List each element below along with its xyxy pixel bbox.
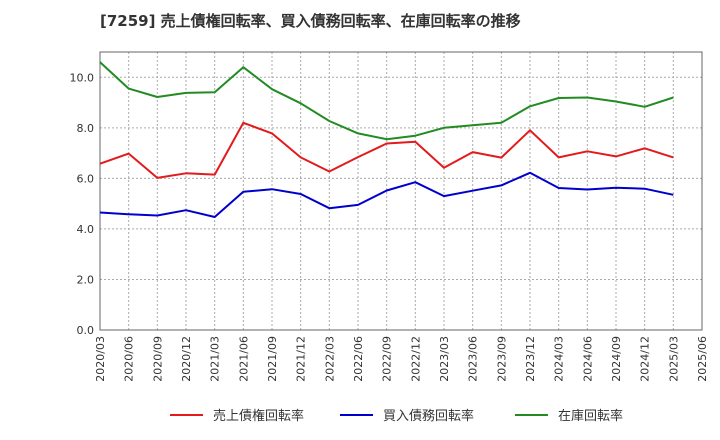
x-tick-label: 2024/12 xyxy=(639,336,652,382)
x-tick-label: 2023/12 xyxy=(524,336,537,382)
x-tick-label: 2023/06 xyxy=(467,336,480,382)
x-tick-label: 2024/09 xyxy=(610,336,623,382)
y-tick-label: 2.0 xyxy=(77,273,95,286)
y-tick-label: 4.0 xyxy=(77,223,95,236)
x-tick-label: 2025/06 xyxy=(696,336,709,382)
y-tick-label: 8.0 xyxy=(77,122,95,135)
x-tick-label: 2021/06 xyxy=(237,336,250,382)
series-line-買入債務回転率 xyxy=(99,171,674,218)
x-tick-label: 2022/03 xyxy=(323,336,336,382)
legend-label: 買入債務回転率 xyxy=(383,408,474,424)
series-line-在庫回転率 xyxy=(99,61,674,141)
y-tick-label: 6.0 xyxy=(77,172,95,185)
x-tick-label: 2023/03 xyxy=(438,336,451,382)
x-tick-label: 2020/06 xyxy=(123,336,136,382)
x-tick-label: 2022/12 xyxy=(409,336,422,382)
chart-title: [7259] 売上債権回転率、買入債務回転率、在庫回転率の推移 xyxy=(100,12,521,30)
x-tick-label: 2024/06 xyxy=(581,336,594,382)
x-tick-label: 2024/03 xyxy=(553,336,566,382)
x-tick-label: 2020/03 xyxy=(94,336,107,382)
x-tick-label: 2021/03 xyxy=(209,336,222,382)
x-tick-label: 2022/09 xyxy=(381,336,394,382)
x-tick-label: 2022/06 xyxy=(352,336,365,382)
x-tick-label: 2021/12 xyxy=(295,336,308,382)
y-tick-label: 0.0 xyxy=(77,324,95,337)
x-tick-label: 2023/09 xyxy=(495,336,508,382)
legend-label: 売上債権回転率 xyxy=(213,408,304,424)
legend-label: 在庫回転率 xyxy=(558,408,623,424)
x-tick-label: 2020/12 xyxy=(180,336,193,382)
series-line-売上債権回転率 xyxy=(99,121,674,179)
x-tick-label: 2020/09 xyxy=(151,336,164,382)
x-tick-label: 2021/09 xyxy=(266,336,279,382)
y-tick-label: 10.0 xyxy=(70,71,95,84)
x-tick-label: 2025/03 xyxy=(667,336,680,382)
plot-frame xyxy=(99,51,703,331)
